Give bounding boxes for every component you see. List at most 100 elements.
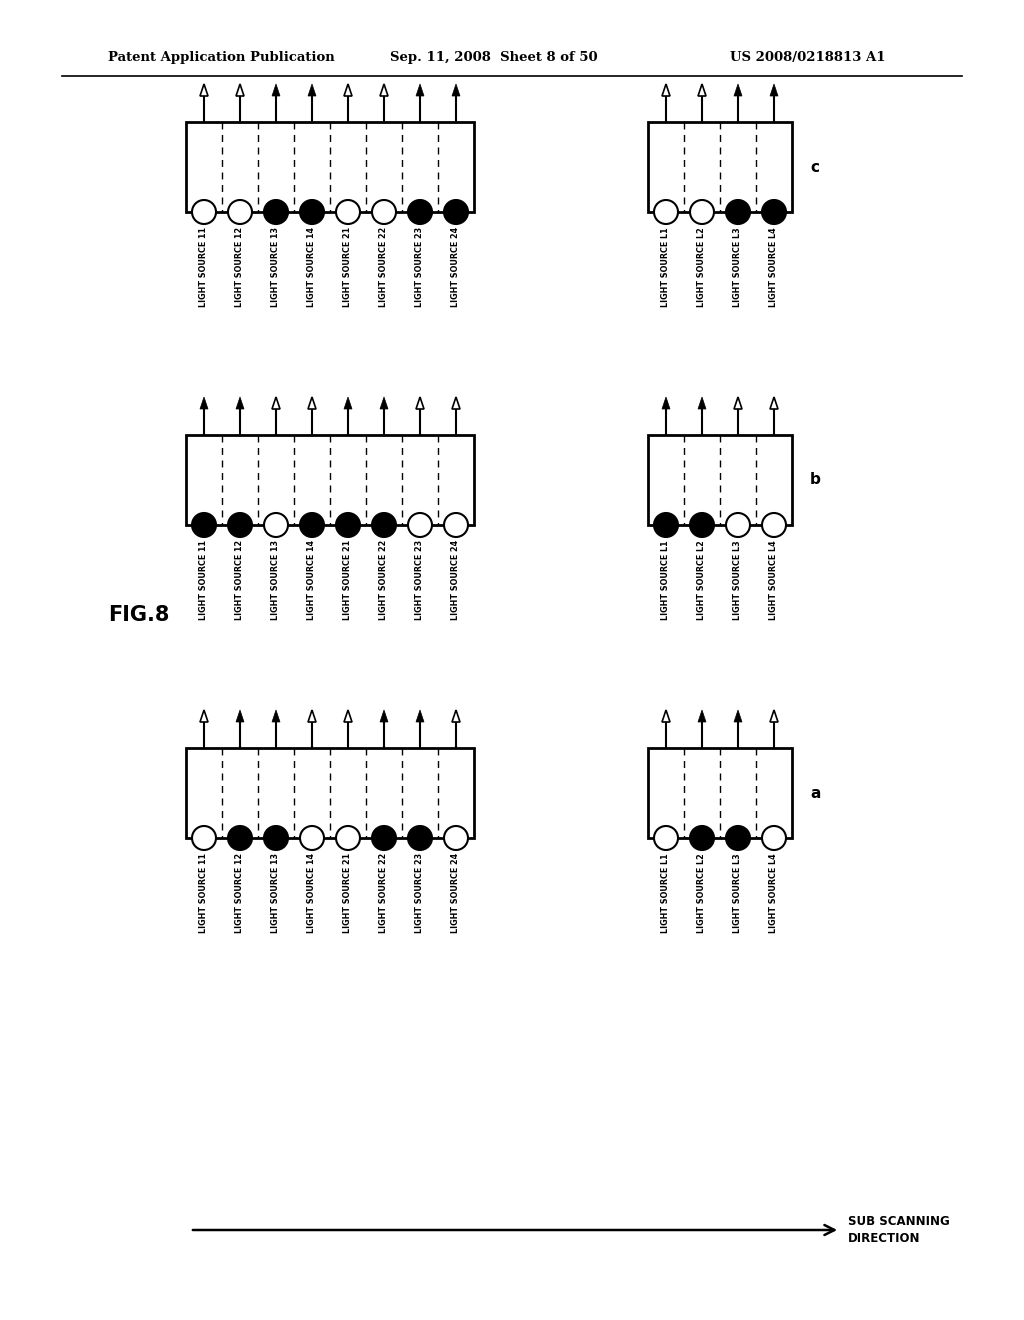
Polygon shape (698, 397, 706, 409)
Circle shape (264, 201, 288, 224)
Polygon shape (308, 84, 316, 96)
Polygon shape (770, 710, 778, 722)
Text: Patent Application Publication: Patent Application Publication (108, 51, 335, 65)
Polygon shape (272, 710, 280, 722)
Circle shape (193, 826, 216, 850)
Bar (186, 748, 474, 838)
Circle shape (444, 826, 468, 850)
Polygon shape (662, 710, 670, 722)
Circle shape (726, 201, 750, 224)
Circle shape (762, 826, 786, 850)
Text: LIGHT SOURCE 13: LIGHT SOURCE 13 (271, 227, 281, 308)
Polygon shape (200, 710, 208, 722)
Text: Sep. 11, 2008  Sheet 8 of 50: Sep. 11, 2008 Sheet 8 of 50 (390, 51, 598, 65)
Text: FIG.8: FIG.8 (108, 605, 169, 624)
Text: LIGHT SOURCE L1: LIGHT SOURCE L1 (662, 227, 671, 306)
Circle shape (300, 201, 324, 224)
Polygon shape (698, 710, 706, 722)
Text: LIGHT SOURCE L4: LIGHT SOURCE L4 (769, 853, 778, 933)
Circle shape (762, 513, 786, 537)
Polygon shape (770, 84, 778, 96)
Polygon shape (416, 397, 424, 409)
Text: LIGHT SOURCE L3: LIGHT SOURCE L3 (733, 227, 742, 306)
Polygon shape (380, 710, 388, 722)
Circle shape (193, 513, 216, 537)
Polygon shape (416, 710, 424, 722)
Polygon shape (380, 84, 388, 96)
Circle shape (228, 826, 252, 850)
Circle shape (300, 513, 324, 537)
Polygon shape (380, 397, 388, 409)
Circle shape (726, 513, 750, 537)
Polygon shape (452, 710, 460, 722)
Circle shape (372, 826, 396, 850)
Text: LIGHT SOURCE 22: LIGHT SOURCE 22 (380, 853, 388, 933)
Text: LIGHT SOURCE 13: LIGHT SOURCE 13 (271, 853, 281, 933)
Text: LIGHT SOURCE 14: LIGHT SOURCE 14 (307, 540, 316, 620)
Bar (648, 436, 792, 525)
Text: LIGHT SOURCE 11: LIGHT SOURCE 11 (200, 227, 209, 308)
Circle shape (228, 513, 252, 537)
Bar (648, 748, 792, 838)
Polygon shape (236, 397, 244, 409)
Polygon shape (416, 84, 424, 96)
Polygon shape (236, 710, 244, 722)
Text: LIGHT SOURCE 11: LIGHT SOURCE 11 (200, 853, 209, 933)
Polygon shape (344, 397, 352, 409)
Polygon shape (698, 84, 706, 96)
Text: LIGHT SOURCE 14: LIGHT SOURCE 14 (307, 227, 316, 308)
Text: LIGHT SOURCE 23: LIGHT SOURCE 23 (416, 227, 425, 308)
Text: LIGHT SOURCE 24: LIGHT SOURCE 24 (452, 853, 461, 933)
Circle shape (264, 826, 288, 850)
Polygon shape (272, 397, 280, 409)
Circle shape (654, 513, 678, 537)
Circle shape (408, 826, 432, 850)
Text: LIGHT SOURCE 12: LIGHT SOURCE 12 (236, 853, 245, 933)
Circle shape (300, 826, 324, 850)
Circle shape (336, 826, 360, 850)
Text: LIGHT SOURCE 22: LIGHT SOURCE 22 (380, 540, 388, 620)
Bar (648, 121, 792, 213)
Circle shape (372, 513, 396, 537)
Polygon shape (236, 84, 244, 96)
Text: c: c (810, 160, 819, 174)
Text: b: b (810, 473, 821, 487)
Text: US 2008/0218813 A1: US 2008/0218813 A1 (730, 51, 886, 65)
Circle shape (336, 201, 360, 224)
Text: SUB SCANNING: SUB SCANNING (848, 1214, 949, 1228)
Text: LIGHT SOURCE L1: LIGHT SOURCE L1 (662, 540, 671, 619)
Circle shape (264, 513, 288, 537)
Circle shape (762, 201, 786, 224)
Circle shape (336, 513, 360, 537)
Text: LIGHT SOURCE 12: LIGHT SOURCE 12 (236, 540, 245, 620)
Text: LIGHT SOURCE 24: LIGHT SOURCE 24 (452, 227, 461, 308)
Text: LIGHT SOURCE L3: LIGHT SOURCE L3 (733, 540, 742, 619)
Text: LIGHT SOURCE L4: LIGHT SOURCE L4 (769, 540, 778, 619)
Polygon shape (734, 397, 742, 409)
Text: LIGHT SOURCE L4: LIGHT SOURCE L4 (769, 227, 778, 306)
Polygon shape (200, 84, 208, 96)
Polygon shape (344, 710, 352, 722)
Polygon shape (308, 710, 316, 722)
Polygon shape (770, 397, 778, 409)
Text: LIGHT SOURCE 13: LIGHT SOURCE 13 (271, 540, 281, 620)
Polygon shape (662, 397, 670, 409)
Text: LIGHT SOURCE 21: LIGHT SOURCE 21 (343, 540, 352, 620)
Circle shape (444, 513, 468, 537)
Polygon shape (200, 397, 208, 409)
Polygon shape (344, 84, 352, 96)
Circle shape (654, 826, 678, 850)
Text: LIGHT SOURCE L2: LIGHT SOURCE L2 (697, 853, 707, 933)
Text: LIGHT SOURCE 11: LIGHT SOURCE 11 (200, 540, 209, 620)
Circle shape (444, 201, 468, 224)
Text: LIGHT SOURCE L1: LIGHT SOURCE L1 (662, 853, 671, 933)
Bar (186, 121, 474, 213)
Circle shape (193, 201, 216, 224)
Text: LIGHT SOURCE 21: LIGHT SOURCE 21 (343, 853, 352, 933)
Text: a: a (810, 785, 820, 800)
Polygon shape (734, 84, 742, 96)
Circle shape (408, 513, 432, 537)
Text: LIGHT SOURCE 12: LIGHT SOURCE 12 (236, 227, 245, 308)
Text: LIGHT SOURCE 22: LIGHT SOURCE 22 (380, 227, 388, 308)
Text: LIGHT SOURCE 14: LIGHT SOURCE 14 (307, 853, 316, 933)
